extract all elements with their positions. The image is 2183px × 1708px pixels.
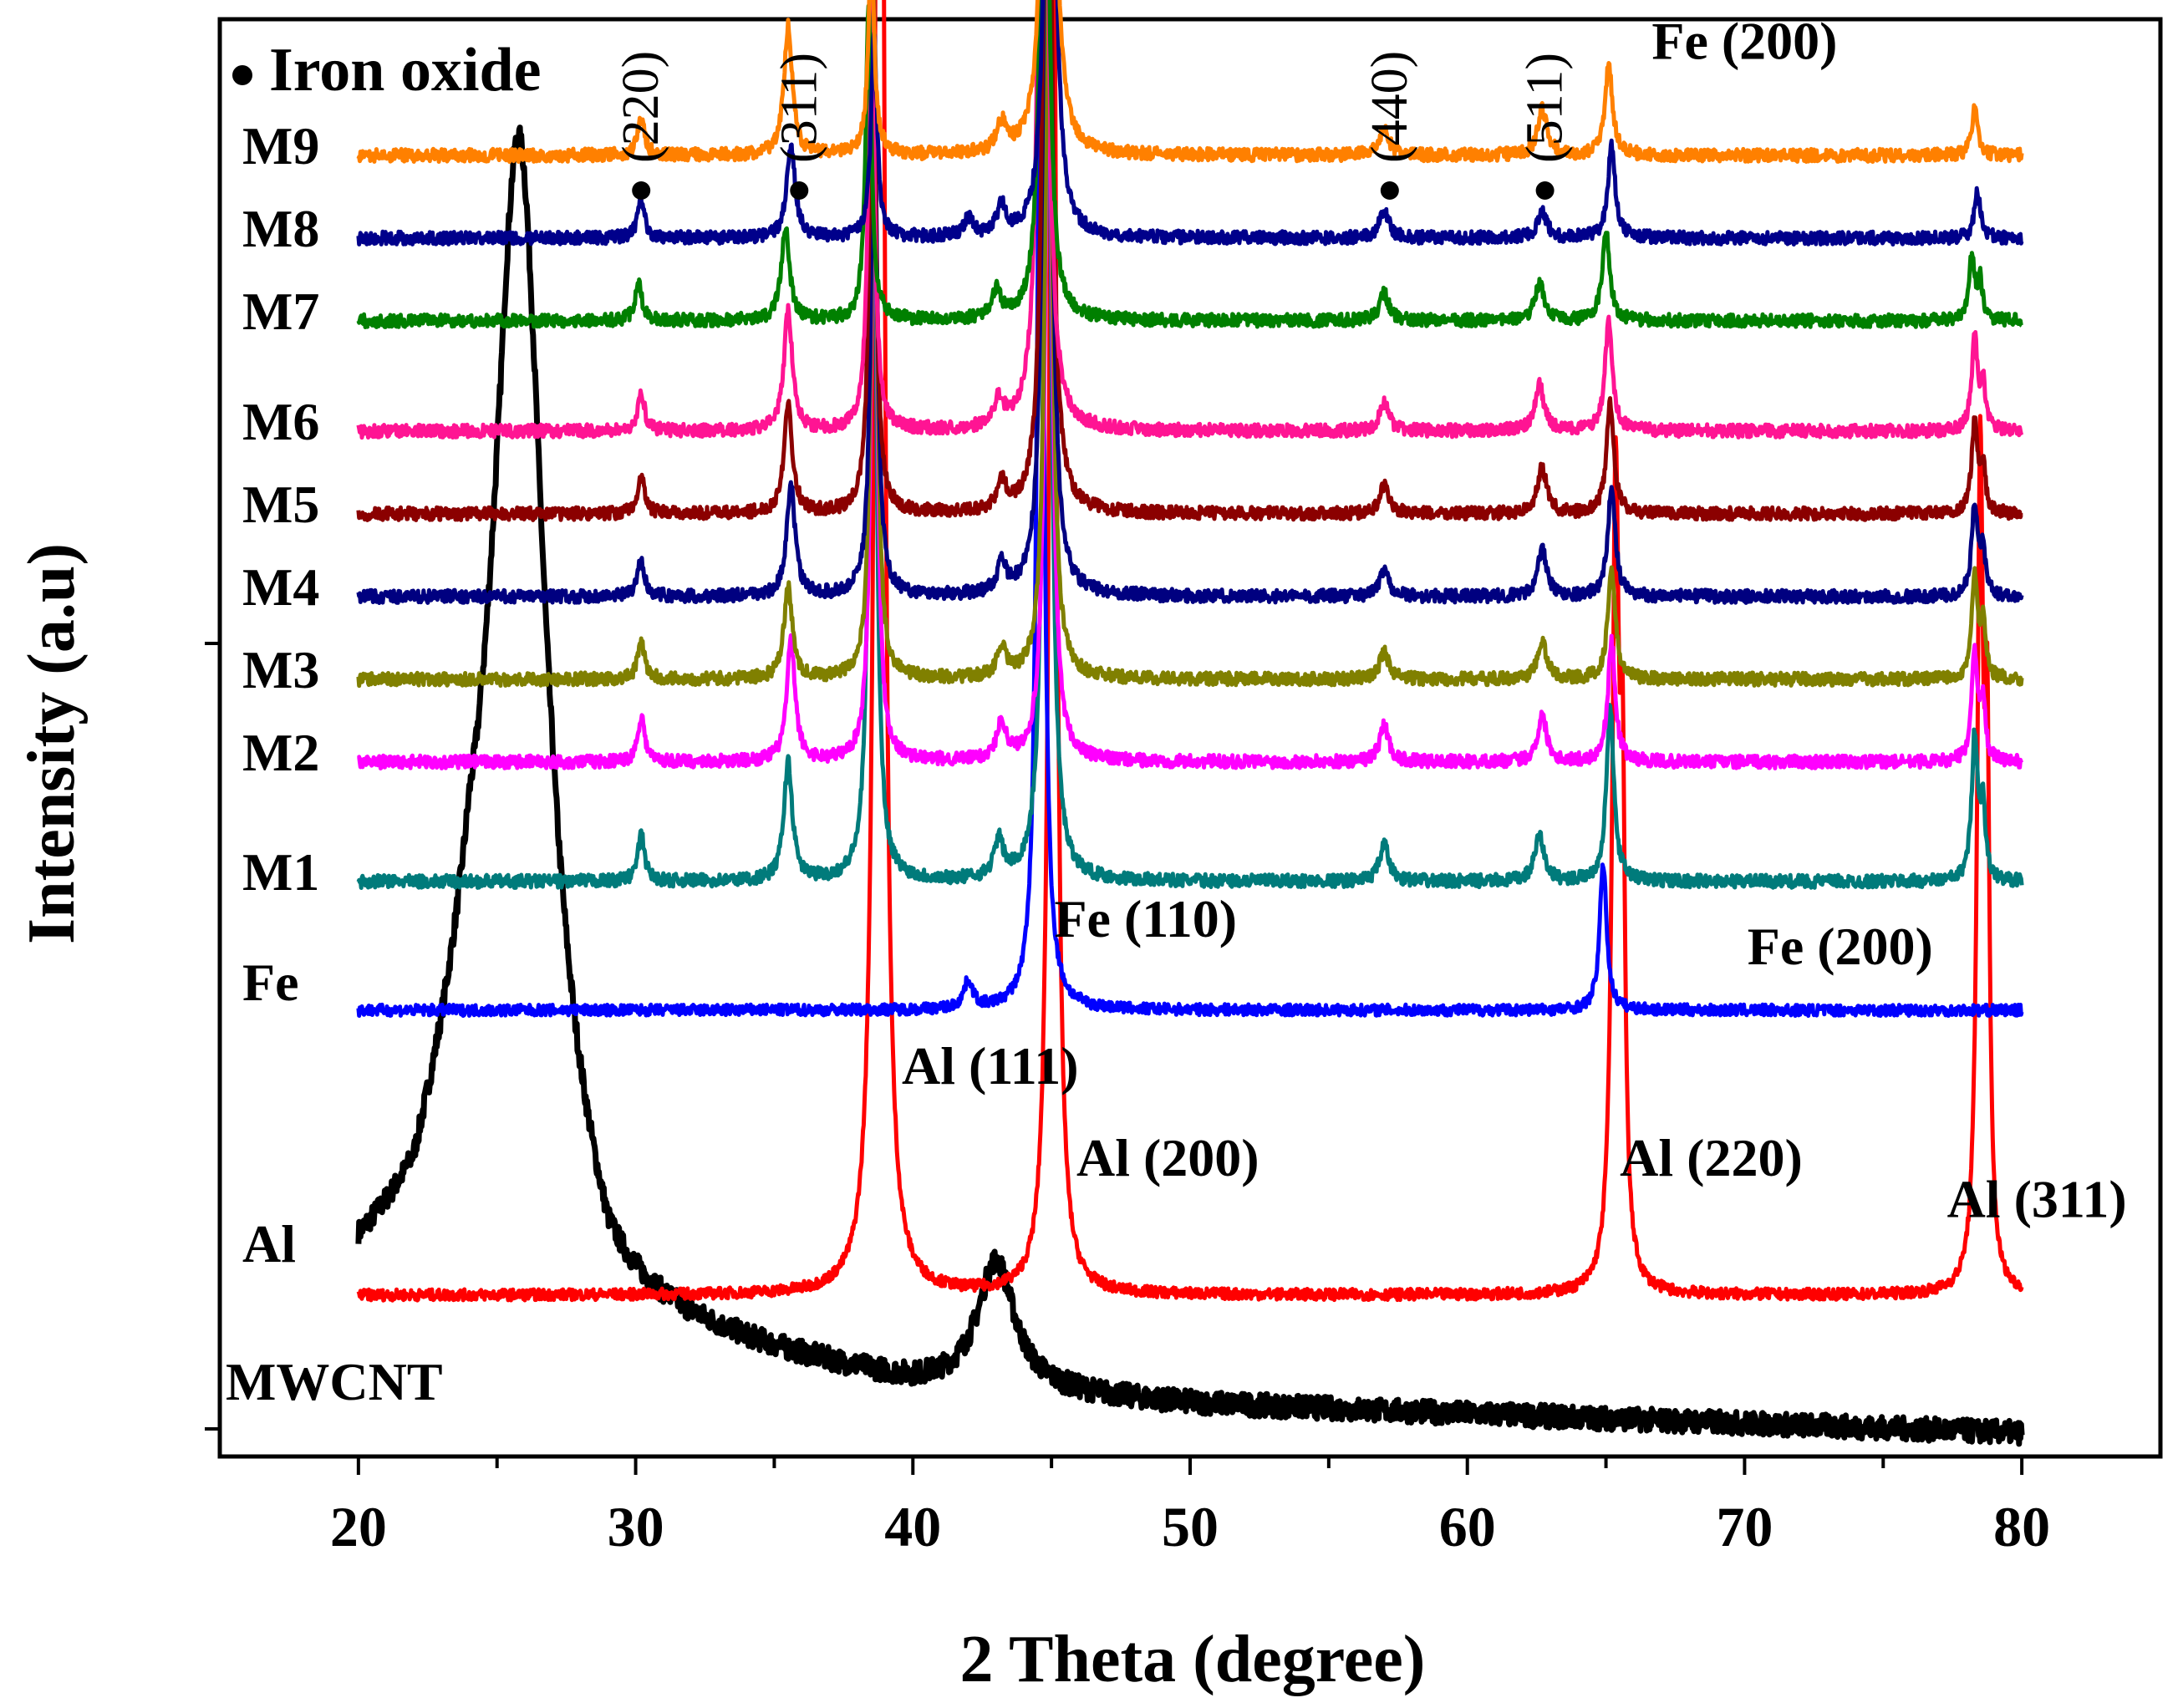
series-label-m3: M3 [242,640,319,699]
series-line-m9 [356,0,2024,164]
y-axis-title: Intensity (a.u) [15,543,89,944]
x-axis: 20 30 40 50 60 70 80 [330,1456,2050,1558]
x-axis-title: 2 Theta (degree) [960,1623,1426,1696]
series-line-m5 [356,0,2023,522]
series-line-m3 [356,0,2024,689]
series-label-m6: M6 [242,392,319,451]
series-group [355,0,2025,1447]
iron-oxide-dot [790,181,809,200]
peak-annotation: Fe (110) [1054,889,1237,948]
legend-text: Iron oxide [269,36,542,104]
series-line-m1 [356,0,2024,890]
series-line-m4 [356,0,2024,605]
series-line-mwcnt [355,125,2025,1447]
x-tick-label: 30 [608,1495,664,1558]
series-label-m2: M2 [242,723,319,782]
iron-oxide-markers: (220) (311) (440) (511) [613,51,1574,200]
iron-oxide-hkl-label: (511) [1517,53,1574,163]
legend-marker [232,65,252,85]
series-label-m4: M4 [242,557,319,617]
series-line-m7 [356,0,2023,329]
peak-annotation: Al (111) [902,1036,1079,1095]
peak-annotation: Al (200) [1076,1128,1259,1187]
series-label-fe: Fe [242,953,299,1012]
peak-annotation: Al (311) [1947,1170,2127,1229]
iron-oxide-hkl-label: (220) [613,51,669,163]
x-tick-label: 80 [1993,1495,2050,1558]
peak-annotation: Al (220) [1620,1128,1803,1187]
series-label-m9: M9 [242,116,319,175]
x-tick-label: 60 [1439,1495,1496,1558]
series-line-m8 [356,0,2024,247]
peak-annotation: Fe (200) [1651,12,1837,71]
series-line-al [356,0,2024,1303]
series-line-m2 [356,18,2024,770]
x-tick-label: 20 [330,1495,387,1558]
legend: Iron oxide [232,36,542,104]
series-label-m8: M8 [242,199,319,258]
iron-oxide-dot [632,181,651,200]
x-tick-label: 50 [1162,1495,1219,1558]
x-tick-label: 40 [884,1495,941,1558]
iron-oxide-hkl-label: (311) [771,53,827,163]
iron-oxide-hkl-label: (440) [1361,51,1418,163]
series-label-m5: M5 [242,475,319,534]
series-label-m1: M1 [242,842,319,902]
series-labels: MWCNT Al Fe M1 M2 M3 M4 M5 M6 M7 M8 M9 [226,116,443,1411]
y-axis-ticks [205,642,220,1431]
x-tick-label: 70 [1716,1495,1773,1558]
series-line-m6 [356,0,2024,440]
iron-oxide-dot [1380,181,1399,200]
series-line-fe [356,0,2024,1018]
series-label-al: Al [242,1214,296,1273]
series-label-mwcnt: MWCNT [226,1352,443,1411]
peak-annotations: Al (200)Fe (110)Al (220)Fe (200)Fe (110)… [902,12,2127,1229]
series-label-m7: M7 [242,282,319,341]
peak-annotation: Fe (200) [1748,917,1933,976]
iron-oxide-dot [1535,181,1555,200]
